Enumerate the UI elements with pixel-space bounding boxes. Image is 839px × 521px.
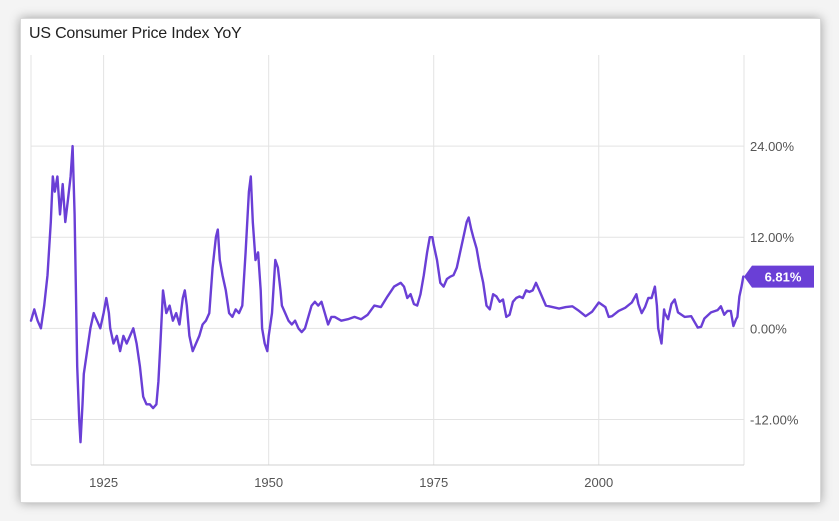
x-tick-label: 1925 xyxy=(89,475,118,490)
y-tick-label: 24.00% xyxy=(750,139,795,154)
last-value-badge xyxy=(744,265,814,288)
y-tick-label: -12.00% xyxy=(750,412,799,427)
chart-title: US Consumer Price Index YoY xyxy=(29,25,242,42)
last-value-label: 6.81% xyxy=(765,270,802,285)
line-chart: 1925 1950 1975 2000 -12.00% 0.00% 12.00% 24.00%… xyxy=(29,55,814,490)
x-tick-label: 2000 xyxy=(584,475,613,490)
x-tick-label: 1975 xyxy=(419,475,448,490)
series-line xyxy=(29,144,745,444)
y-tick-label: 0.00% xyxy=(750,321,787,336)
x-tick-label: 1950 xyxy=(254,475,283,490)
y-tick-label: 12.00% xyxy=(750,230,795,245)
chart-card: US Consumer Price Index YoY 1925 1950 1975… xyxy=(20,18,821,503)
